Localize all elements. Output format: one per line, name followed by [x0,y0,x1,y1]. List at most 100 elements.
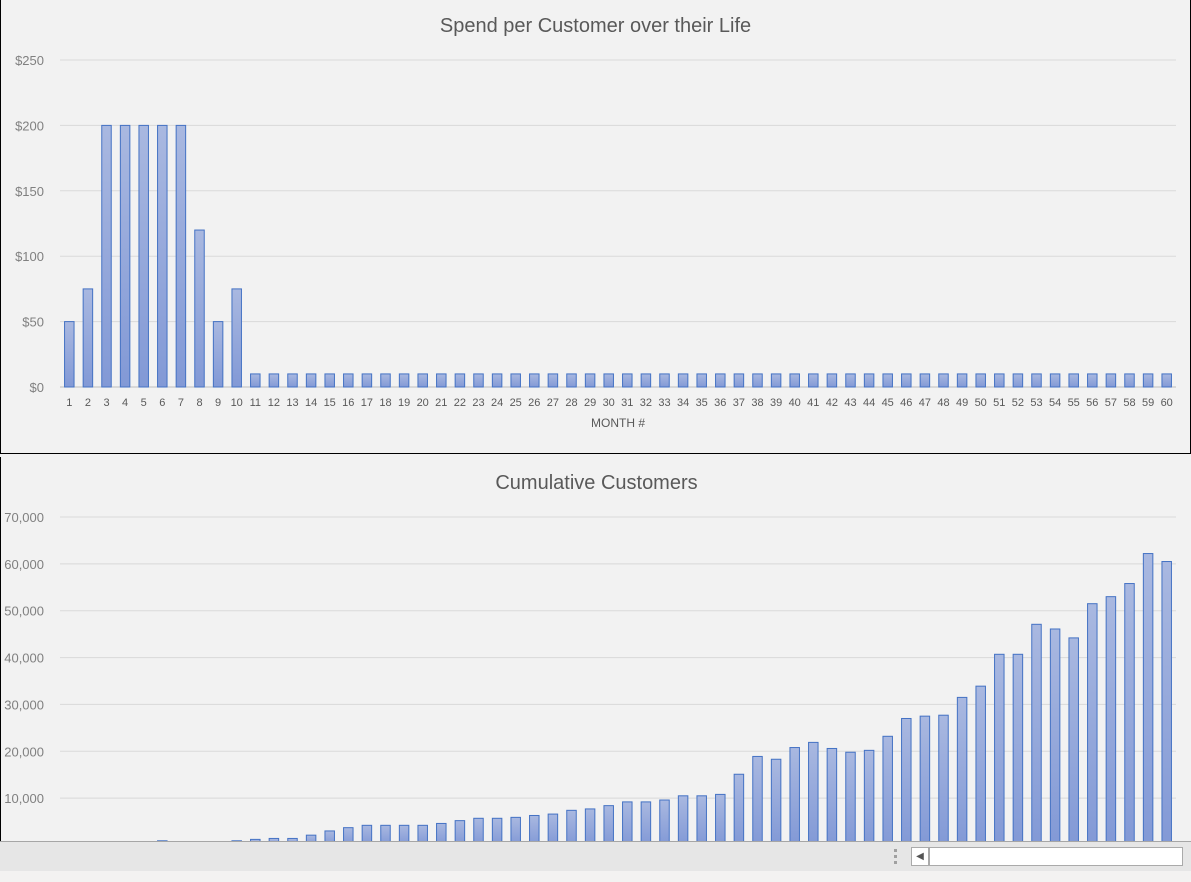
bar [659,799,670,841]
x-tick-label: 57 [1105,397,1117,409]
x-tick-label: 32 [640,397,652,409]
bar [454,820,466,841]
bar [417,824,428,841]
spend-per-customer-chart[interactable]: Spend per Customer over their Life $0 $50… [0,0,1191,454]
x-tick-label: 52 [1012,397,1024,409]
x-tick-label: 20 [417,397,429,409]
bar [715,373,726,388]
bar [1031,373,1042,388]
bar [473,373,484,388]
bar [343,827,354,841]
bar [845,373,856,388]
x-tick-label: 41 [807,397,819,409]
bar [1068,637,1079,841]
bar [696,373,707,388]
bar [975,685,986,841]
x-tick-label: 8 [196,397,202,409]
bar [398,373,410,388]
bar [175,124,187,388]
x-tick-label: 50 [975,397,987,409]
bar [770,758,782,841]
x-tick-label: 1 [66,397,72,409]
bar [1068,373,1079,388]
bar [1161,373,1172,388]
x-tick-label: 33 [658,397,670,409]
bar [268,837,280,841]
bar [157,124,168,388]
bar [510,373,521,388]
bar [1087,373,1098,388]
bar [64,321,75,388]
x-tick-label: 11 [250,397,261,409]
x-tick-label: 60 [1161,397,1173,409]
bar [1142,373,1154,388]
bar [343,373,354,388]
y-tick-label: $150 [15,184,44,199]
bar [919,373,931,388]
x-tick-label: 56 [1086,397,1098,409]
bar [101,124,112,388]
bar [566,373,577,388]
bar [324,830,335,841]
y-tick-label: $50 [22,315,44,330]
bar [622,373,633,388]
bar [715,793,726,841]
x-tick-label: 17 [361,397,373,409]
bar [659,373,670,388]
x-tick-label: 18 [379,397,391,409]
x-tick-label: 54 [1049,397,1061,409]
bar [584,373,596,388]
bar [1124,373,1135,388]
bar [380,373,391,388]
bar [863,373,875,388]
triangle-left-icon: ◀ [916,851,924,862]
x-tick-label: 3 [103,397,109,409]
bar [808,373,819,388]
bar [733,373,745,388]
y-tick-label: $250 [15,53,44,68]
bar [1012,653,1024,841]
x-tick-label: 2 [85,397,91,409]
x-tick-label: 39 [770,397,782,409]
bottom-strip [0,871,1191,882]
x-tick-label: 48 [937,397,949,409]
bar [529,814,540,841]
bar [1142,553,1154,841]
bar [752,373,763,388]
bar [603,373,614,388]
horizontal-scrollbar[interactable] [929,847,1183,866]
bar [250,373,261,388]
bar [770,373,782,388]
x-tick-label: 49 [956,397,968,409]
x-tick-label: 14 [305,397,317,409]
x-tick-label: 55 [1068,397,1080,409]
scroll-left-button[interactable]: ◀ [911,847,929,866]
bar [361,373,373,388]
bar [473,817,484,841]
x-tick-label: 42 [826,397,838,409]
splitter-grip[interactable] [894,849,897,864]
bar [919,715,931,841]
bar [547,373,559,388]
x-tick-label: 12 [268,397,280,409]
y-tick-label: 50,000 [4,604,44,619]
x-tick-label: 58 [1123,397,1135,409]
bar [603,805,614,841]
bar [436,373,447,388]
cumulative-customers-chart[interactable]: Cumulative Customers 10,000 20,000 30,000 4… [0,457,1191,841]
x-tick-label: 28 [565,397,577,409]
bar [491,817,503,841]
x-tick-label: 22 [454,397,466,409]
x-tick-label: 4 [122,397,128,409]
bar [1049,628,1061,841]
x-tick-label: 47 [919,397,931,409]
bar [826,373,838,388]
bar [547,813,559,841]
bar [752,755,763,841]
x-tick-label: 43 [844,397,856,409]
bar [380,824,391,841]
bar [566,809,577,841]
bar [138,124,149,388]
x-tick-label: 19 [398,397,410,409]
